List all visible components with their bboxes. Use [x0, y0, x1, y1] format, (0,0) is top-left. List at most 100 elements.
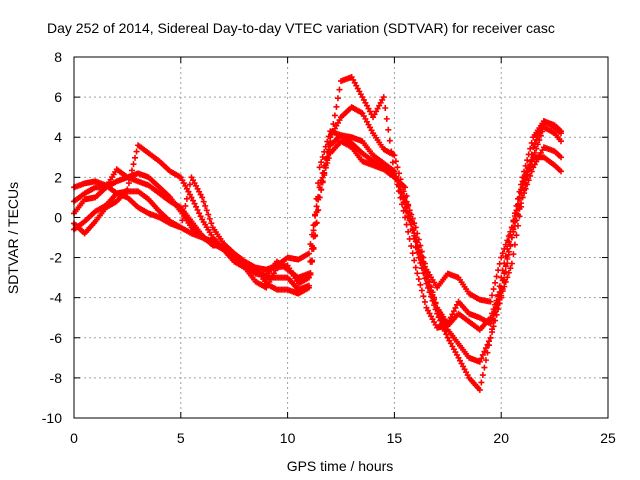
plot-frame — [73, 56, 609, 419]
data-point — [336, 86, 343, 93]
data-point — [426, 289, 433, 296]
data-point — [437, 317, 444, 324]
data-point — [516, 194, 523, 201]
data-point — [482, 357, 489, 364]
data-point — [533, 145, 540, 152]
data-point — [428, 293, 435, 300]
data-point — [203, 207, 210, 214]
data-point — [516, 205, 523, 212]
data-point — [513, 232, 520, 239]
data-point — [558, 138, 565, 145]
data-point — [415, 254, 422, 261]
data-point — [508, 234, 515, 241]
data-point — [331, 112, 338, 119]
y-tick-label: 2 — [54, 169, 62, 185]
data-point — [502, 268, 509, 275]
data-point — [322, 164, 329, 171]
y-tick-label: 4 — [54, 129, 62, 145]
data-point — [177, 224, 184, 231]
data-point — [518, 200, 525, 207]
data-points — [71, 74, 565, 393]
data-point — [305, 250, 312, 257]
x-tick-label: 5 — [177, 430, 185, 446]
data-point — [412, 244, 419, 251]
x-axis-label: GPS time / hours — [287, 458, 394, 474]
data-point — [431, 302, 438, 309]
data-point — [305, 270, 312, 277]
data-point — [125, 180, 132, 187]
data-point — [421, 298, 428, 305]
data-point — [493, 273, 500, 280]
data-point — [397, 186, 404, 193]
data-point — [489, 310, 496, 317]
data-point — [412, 264, 419, 271]
data-point — [202, 202, 209, 209]
y-tick-label: -6 — [50, 330, 63, 346]
data-point — [399, 190, 406, 197]
data-point — [310, 227, 317, 234]
data-point — [313, 203, 320, 210]
data-point — [489, 292, 496, 299]
data-point — [539, 128, 546, 135]
data-point — [487, 334, 494, 341]
data-point — [415, 276, 422, 283]
data-point — [531, 149, 538, 156]
data-point — [441, 327, 448, 334]
data-point — [502, 253, 509, 260]
data-point — [324, 160, 331, 167]
data-point — [558, 168, 565, 175]
data-point — [417, 281, 424, 288]
data-point — [481, 348, 488, 355]
data-point — [493, 311, 500, 318]
y-tick-label: -10 — [42, 410, 62, 426]
data-point — [411, 257, 418, 264]
data-point — [487, 298, 494, 305]
data-point — [417, 242, 424, 249]
data-point — [399, 201, 406, 208]
data-point — [330, 121, 337, 128]
data-point — [498, 254, 505, 261]
data-point — [391, 152, 398, 159]
data-point — [492, 317, 499, 324]
data-point — [420, 270, 427, 277]
data-point — [315, 196, 322, 203]
data-point — [495, 291, 502, 298]
data-point — [188, 194, 195, 201]
data-point — [386, 137, 393, 144]
data-point — [423, 280, 430, 287]
data-point — [414, 230, 421, 237]
data-point — [525, 151, 532, 158]
data-point — [513, 210, 520, 217]
data-point — [440, 324, 447, 331]
data-point — [414, 270, 421, 277]
x-tick-label: 10 — [280, 430, 296, 446]
data-point — [536, 137, 543, 144]
axis-ticks: 0 5 10 15 20 25 -10 -8 -6 -4 -2 0 2 4 6 8 — [42, 49, 616, 446]
data-point — [412, 224, 419, 231]
y-tick-label: 8 — [54, 49, 62, 65]
data-point — [133, 148, 140, 155]
data-point — [530, 144, 537, 151]
data-point — [443, 331, 450, 338]
data-point — [499, 267, 506, 274]
data-point — [190, 197, 197, 204]
data-point — [521, 174, 528, 181]
data-point — [409, 227, 416, 234]
data-point — [507, 265, 514, 272]
data-point — [322, 143, 329, 150]
data-point — [528, 157, 535, 164]
data-point — [495, 306, 502, 313]
x-tick-label: 20 — [493, 430, 509, 446]
data-point — [206, 215, 213, 222]
chart-title: Day 252 of 2014, Sidereal Day-to-day VTE… — [47, 20, 555, 36]
data-point — [318, 179, 325, 186]
data-point — [518, 186, 525, 193]
data-point — [527, 145, 534, 152]
data-point — [511, 218, 518, 225]
data-point — [498, 294, 505, 301]
data-point — [432, 306, 439, 313]
data-point — [450, 308, 457, 315]
y-tick-label: 6 — [54, 89, 62, 105]
data-point — [449, 311, 456, 318]
data-point — [417, 259, 424, 266]
